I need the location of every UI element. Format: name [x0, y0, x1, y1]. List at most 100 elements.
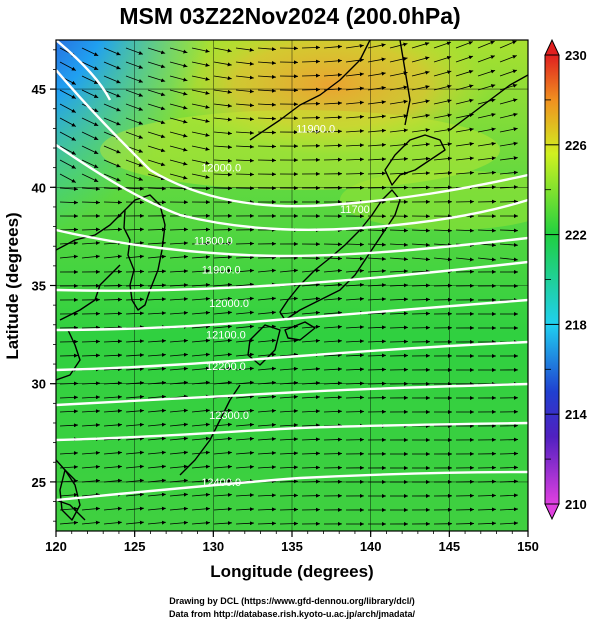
wind-arrow — [301, 310, 320, 315]
wind-arrow — [301, 395, 320, 400]
wind-arrow — [301, 465, 321, 470]
wind-arrow — [125, 450, 144, 455]
wind-arrow — [389, 42, 408, 49]
wind-arrow — [103, 47, 121, 56]
wind-arrow — [235, 394, 254, 399]
wind-arrow — [323, 256, 343, 261]
wind-arrow — [125, 492, 144, 497]
wind-arrow — [191, 75, 210, 81]
wind-arrow — [81, 89, 99, 99]
wind-arrow — [191, 422, 210, 427]
wind-arrow — [191, 520, 210, 525]
wind-arrow — [367, 353, 387, 358]
wind-arrow — [191, 186, 211, 191]
wind-arrow — [81, 241, 100, 246]
wind-arrow — [477, 141, 496, 147]
wind-arrow — [345, 381, 365, 386]
wind-arrow — [411, 113, 430, 119]
wind-arrow — [147, 436, 166, 441]
wind-arrow — [345, 296, 364, 301]
wind-arrow — [169, 422, 188, 427]
wind-arrow — [477, 69, 496, 77]
wind-arrow — [103, 297, 123, 302]
wind-arrow — [59, 451, 78, 456]
wind-arrow — [81, 450, 100, 455]
contour-label: 12100.0 — [206, 330, 246, 342]
wind-arrow — [411, 257, 430, 262]
wind-arrow — [235, 507, 254, 512]
wind-arrow — [455, 170, 474, 175]
wind-arrow — [235, 464, 254, 469]
wind-arrow — [235, 436, 254, 441]
wind-arrow — [169, 338, 188, 343]
wind-arrow — [213, 47, 232, 53]
wind-arrow — [213, 61, 232, 67]
wind-arrow — [257, 436, 276, 441]
wind-arrow — [125, 478, 144, 483]
wind-arrow — [257, 61, 276, 66]
wind-arrow — [367, 228, 387, 233]
wind-arrow — [147, 47, 166, 55]
wind-arrow — [169, 408, 188, 413]
wind-arrow — [147, 338, 166, 343]
wind-arrow — [235, 47, 254, 52]
wind-arrow — [477, 112, 496, 119]
wind-arrow — [81, 492, 100, 497]
wind-arrow — [213, 492, 232, 497]
wind-arrow — [345, 157, 365, 162]
wind-arrow — [367, 71, 386, 77]
wind-arrow — [323, 324, 342, 329]
wind-arrow — [147, 464, 166, 469]
wind-arrow — [323, 72, 342, 77]
wind-arrow — [279, 409, 298, 414]
contour-label: 12300.0 — [209, 410, 249, 422]
wind-arrow — [477, 156, 496, 161]
wind-arrow — [323, 353, 342, 358]
wind-arrow — [367, 242, 386, 247]
wind-arrow — [433, 228, 453, 233]
wind-arrow — [455, 127, 474, 133]
wind-arrow — [191, 227, 211, 232]
wind-arrow — [433, 156, 452, 161]
wind-arrow — [169, 254, 188, 259]
wind-arrow — [235, 103, 254, 108]
wind-arrow — [147, 117, 166, 125]
wind-arrow — [301, 409, 320, 414]
wind-arrow — [191, 352, 210, 357]
wind-arrow — [59, 131, 77, 141]
wind-arrow — [345, 100, 364, 105]
wind-arrow — [235, 366, 254, 371]
wind-arrow — [191, 310, 210, 315]
wind-arrow — [59, 409, 78, 414]
wind-arrow — [147, 520, 166, 525]
warm-region — [170, 40, 490, 155]
wind-arrow — [455, 41, 473, 49]
wind-arrow — [103, 311, 123, 316]
wind-arrow — [213, 296, 232, 301]
x-tick-label: 125 — [124, 539, 146, 554]
wind-arrow — [125, 436, 144, 441]
wind-arrow — [411, 297, 431, 302]
wind-arrow — [279, 479, 299, 484]
wind-arrow — [235, 158, 255, 163]
colorbar-max-arrow — [544, 38, 560, 56]
wind-arrow — [147, 159, 166, 167]
y-tick-label: 30 — [32, 377, 46, 392]
wind-arrow — [81, 254, 100, 259]
wind-arrow — [81, 131, 99, 141]
wind-arrow — [257, 507, 277, 512]
wind-arrow — [125, 297, 145, 302]
wind-arrow — [323, 310, 342, 315]
wind-arrow — [191, 117, 210, 123]
wind-arrow — [59, 89, 77, 99]
wind-arrow — [59, 227, 79, 232]
wind-arrow — [301, 423, 320, 428]
wind-arrow — [169, 366, 188, 371]
wind-arrow — [279, 268, 298, 273]
wind-arrow — [345, 339, 364, 344]
wind-arrow — [169, 310, 188, 315]
wind-arrow — [125, 464, 144, 469]
wind-arrow — [213, 172, 233, 177]
wind-arrow — [323, 282, 342, 287]
wind-arrow — [191, 159, 210, 165]
